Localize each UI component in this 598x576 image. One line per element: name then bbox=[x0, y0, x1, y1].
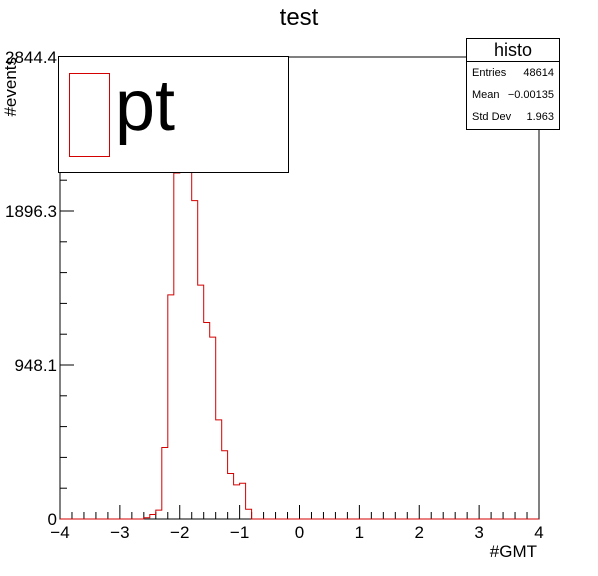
y-tick-label: 948.1 bbox=[14, 356, 57, 375]
x-tick-label: −2 bbox=[170, 523, 189, 542]
stats-label: Std Dev bbox=[472, 111, 512, 123]
legend: pt bbox=[58, 56, 289, 173]
stats-label: Entries bbox=[472, 67, 507, 79]
x-tick-label: 0 bbox=[295, 523, 304, 542]
stats-box: histo Entries 48614 Mean −0.00135 Std De… bbox=[466, 38, 560, 130]
legend-swatch bbox=[69, 73, 110, 157]
stats-value: 48614 bbox=[523, 67, 554, 79]
chart-title: test bbox=[279, 4, 319, 31]
y-tick-label: 2844.4 bbox=[5, 48, 57, 67]
y-axis-title: #events bbox=[1, 57, 20, 117]
stats-row-stddev: Std Dev 1.963 bbox=[467, 106, 559, 128]
x-axis-title: #GMT bbox=[490, 542, 537, 561]
x-tick-label: 1 bbox=[355, 523, 364, 542]
stats-value: −0.00135 bbox=[507, 89, 554, 101]
x-tick-label: 4 bbox=[534, 523, 543, 542]
legend-entry-label: pt bbox=[115, 66, 176, 146]
axis-tick-labels: −4 −3 −2 −1 0 1 2 3 4 0 948.1 1896.3 2844.4 bbox=[5, 48, 544, 542]
x-tick-label: −4 bbox=[50, 523, 69, 542]
x-tick-label: 2 bbox=[415, 523, 424, 542]
stats-box-title: histo bbox=[467, 39, 559, 62]
y-tick-label: 1896.3 bbox=[5, 202, 57, 221]
histogram-series-pt bbox=[60, 97, 539, 520]
x-tick-label: −1 bbox=[230, 523, 249, 542]
y-tick-label: 0 bbox=[48, 510, 57, 529]
stats-row-entries: Entries 48614 bbox=[467, 62, 559, 84]
stats-value: 1.963 bbox=[526, 111, 554, 123]
stats-label: Mean bbox=[472, 89, 500, 101]
axis-ticks bbox=[59, 56, 540, 520]
x-tick-label: −3 bbox=[110, 523, 129, 542]
stats-row-mean: Mean −0.00135 bbox=[467, 84, 559, 106]
x-tick-label: 3 bbox=[474, 523, 483, 542]
